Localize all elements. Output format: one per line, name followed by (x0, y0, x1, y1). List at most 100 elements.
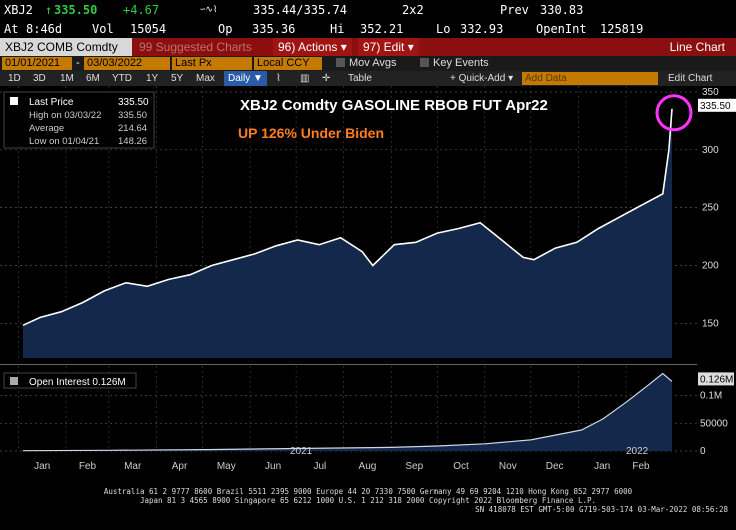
oi-tag (698, 372, 734, 386)
line-chart-icon[interactable]: ⌇ (276, 73, 281, 84)
price-axis: 150 200 250 300 350 (702, 87, 719, 329)
oi-series-line (22, 372, 673, 452)
table-button[interactable]: Table (348, 73, 372, 84)
chart-title: XBJ2 Comdty GASOLINE RBOB FUT Apr22 (240, 97, 548, 114)
legend-box (3, 91, 155, 149)
legend-last-value: 335.50 (118, 97, 149, 108)
period-ytd[interactable]: YTD (112, 73, 132, 84)
ticker[interactable]: XBJ2 (4, 3, 33, 17)
oi-legend-box (3, 372, 137, 389)
period-max[interactable]: Max (196, 73, 215, 84)
oi-legend-label: Open Interest 0.126M (29, 377, 126, 388)
highlight-circle (655, 94, 693, 132)
legend-high-value: 335.50 (118, 110, 147, 121)
grid-size: 2x2 (402, 3, 424, 17)
month-label: Nov (499, 461, 517, 472)
high-label: Hi (330, 22, 345, 36)
quote-strip: XBJ2 ↑ 335.50 +4.67 ∽∿⌇ 335.44/335.74 2x… (0, 0, 736, 20)
oi-area (23, 373, 672, 451)
price-tick-label: 300 (702, 145, 719, 156)
date-separator: - (76, 57, 80, 69)
security-field[interactable]: XBJ2 COMB Comdty (0, 38, 132, 56)
oi-axis: 0 50000 0.1M (700, 391, 728, 457)
at-label: At (4, 22, 19, 36)
low-label: Lo (436, 22, 451, 36)
bid-ask: 335.44/335.74 (253, 3, 347, 17)
frequency-select[interactable]: Daily ▼ (224, 71, 267, 86)
month-label: Apr (172, 461, 188, 472)
oi-legend-swatch (10, 377, 18, 385)
add-data-input[interactable]: Add Data (522, 72, 658, 85)
function-bar: XBJ2 COMB Comdty 99 Suggested Charts 96)… (0, 38, 736, 56)
price-area (23, 108, 672, 358)
openint-label: OpenInt (536, 22, 587, 36)
oi-tick-label: 0 (700, 446, 706, 457)
openint-value: 125819 (600, 22, 644, 36)
edit-menu[interactable]: 97) Edit ▾ (358, 38, 419, 56)
month-label: Jun (265, 461, 281, 472)
high-value: 352.21 (360, 22, 404, 36)
key-events-checkbox[interactable]: Key Events (420, 56, 489, 71)
legend-average-value: 214.64 (118, 123, 147, 134)
price-tick-label: 150 (702, 318, 719, 329)
month-label: Sep (405, 461, 423, 472)
quick-add-button[interactable]: + Quick-Add ▾ (450, 73, 514, 84)
chart-type-title: Line Chart (669, 40, 725, 54)
price-series-line (22, 108, 673, 327)
price-tick-label: 250 (702, 203, 719, 214)
open-value: 335.36 (252, 22, 296, 36)
checkbox-icon (336, 58, 345, 67)
footer-line-3: SN 418078 EST GMT-5:00 G719-503-174 03-M… (475, 505, 728, 514)
period-5y[interactable]: 5Y (171, 73, 184, 84)
period-1d[interactable]: 1D (8, 73, 21, 84)
net-change: +4.67 (123, 3, 160, 17)
last-price-tag (698, 98, 736, 112)
mov-avgs-label: Mov Avgs (349, 57, 397, 69)
edit-chart-button[interactable]: Edit Chart (668, 73, 713, 84)
suggested-charts-button[interactable]: 99 Suggested Charts (139, 40, 252, 54)
footer: Australia 61 2 9777 8600 Brazil 5511 239… (0, 487, 736, 530)
month-label: Aug (359, 461, 377, 472)
bar-chart-icon[interactable]: ▥ (300, 73, 310, 84)
time-axis: Jan Feb Mar Apr May Jun Jul Aug Sep Oct Nov Dec Jan F… (34, 461, 650, 472)
year-label-2022: 2022 (626, 446, 649, 457)
prev-label: Prev (500, 3, 529, 17)
legend-low-label: Low on 01/04/21 (29, 136, 99, 147)
footer-line-2: Japan 81 3 4565 8900 Singapore 65 6212 1… (139, 496, 597, 505)
legend-swatch (10, 97, 18, 105)
price-tick-label: 350 (702, 87, 719, 98)
oi-tick-label: 0.1M (700, 391, 722, 402)
price-legend: Last Price 335.50 High on 03/03/22 335.5… (3, 91, 155, 149)
period-3d[interactable]: 3D (33, 73, 46, 84)
low-value: 332.93 (460, 22, 504, 36)
field-select[interactable]: Last Px (172, 57, 252, 70)
month-label: Jan (594, 461, 610, 472)
month-label: May (217, 461, 236, 472)
month-label: Feb (632, 461, 650, 472)
currency-select[interactable]: Local CCY (254, 57, 322, 70)
last-price: 335.50 (54, 3, 98, 17)
legend-low-value: 148.26 (118, 136, 147, 147)
end-date-field[interactable]: 03/03/2022 (84, 57, 170, 70)
period-1m[interactable]: 1M (60, 73, 74, 84)
crosshair-icon[interactable]: ✛ (322, 73, 331, 84)
vol-label: Vol (92, 22, 114, 36)
actions-menu[interactable]: 96) Actions ▾ (273, 38, 352, 56)
footer-line-1: Australia 61 2 9777 8600 Brazil 5511 239… (103, 487, 633, 496)
quote-strip-2: At 8:46d Vol 15054 Op 335.36 Hi 352.21 L… (0, 20, 736, 38)
start-date-field[interactable]: 01/01/2021 (2, 57, 72, 70)
month-label: Feb (79, 461, 97, 472)
mov-avgs-checkbox[interactable]: Mov Avgs (336, 56, 397, 71)
oi-tick-label: 50000 (700, 418, 728, 429)
oi-tag-text: 0.126M (700, 374, 733, 385)
last-price-tag-text: 335.50 (700, 101, 731, 112)
checkbox-icon (420, 58, 429, 67)
legend-last-label: Last Price (29, 97, 74, 108)
period-1y[interactable]: 1Y (146, 73, 159, 84)
key-events-label: Key Events (433, 57, 489, 69)
period-6m[interactable]: 6M (86, 73, 100, 84)
oi-legend: Open Interest 0.126M (3, 372, 137, 389)
up-arrow-icon: ↑ (45, 3, 53, 17)
sparkline-icon: ∽∿⌇ (200, 5, 218, 15)
at-time: 8:46d (26, 22, 63, 36)
